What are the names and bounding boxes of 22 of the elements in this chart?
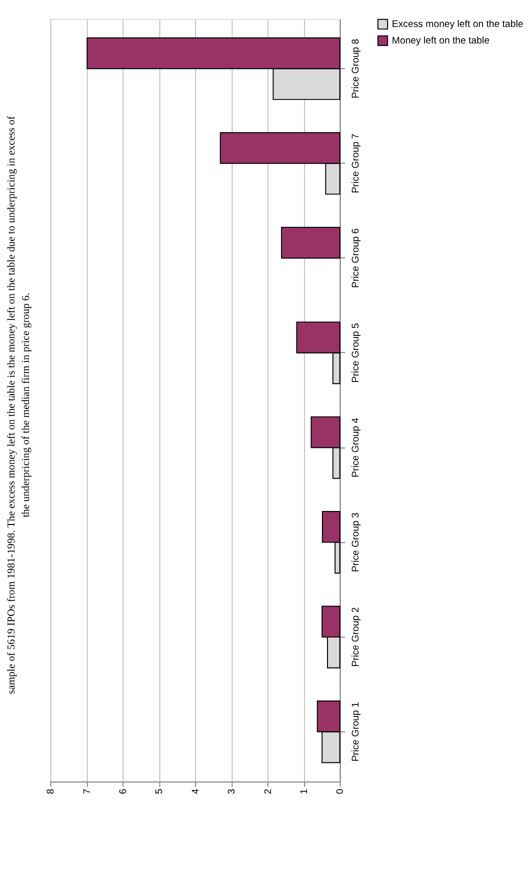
legend-label: Excess money left on the table bbox=[392, 19, 524, 30]
text: the underpricing of the median firm in price group 6. bbox=[20, 292, 32, 518]
y-tick-label: Price Group 8 bbox=[350, 38, 362, 98]
x-tick-label: 5 bbox=[154, 788, 166, 794]
y-tick-label: Price Group 5 bbox=[350, 323, 362, 383]
y-tick-label: Price Group 1 bbox=[350, 702, 362, 762]
x-tick-label: 0 bbox=[335, 788, 346, 794]
legend-label: Money left on the table bbox=[392, 36, 490, 47]
x-tick-label: 2 bbox=[262, 788, 274, 794]
bar bbox=[281, 226, 340, 259]
x-tick-label: 3 bbox=[226, 788, 238, 794]
y-tick-label: Price Group 3 bbox=[350, 512, 362, 572]
x-tick-label: 8 bbox=[46, 788, 57, 794]
y-tick-label: Price Group 4 bbox=[350, 417, 362, 478]
x-tick-label: 1 bbox=[298, 788, 310, 794]
text: sample of 5619 IPOs from 1981-1998. The excess money left on the table is the money left on the table due to underpricing in excess of bbox=[6, 116, 18, 694]
y-tick-label: Price Group 2 bbox=[350, 607, 362, 667]
x-tick-label: 7 bbox=[82, 788, 93, 794]
x-tick-label: 6 bbox=[118, 788, 129, 794]
x-tick-label: 4 bbox=[190, 788, 202, 794]
y-tick-label: Price Group 7 bbox=[350, 134, 362, 194]
y-tick-label: Price Group 6 bbox=[350, 228, 362, 288]
